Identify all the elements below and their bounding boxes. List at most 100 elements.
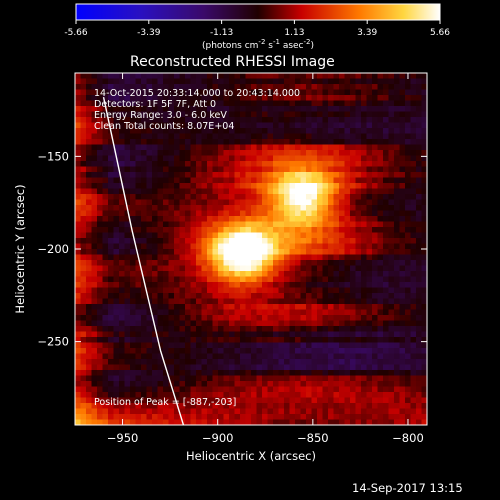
- heatmap-cell: [388, 282, 395, 289]
- heatmap-cell: [339, 205, 346, 212]
- heatmap-cell: [108, 287, 115, 294]
- heatmap-cell: [130, 254, 137, 261]
- heatmap-cell: [388, 353, 395, 360]
- heatmap-cell: [284, 403, 291, 410]
- heatmap-cell: [251, 403, 258, 410]
- heatmap-cell: [306, 403, 313, 410]
- heatmap-cell: [251, 337, 258, 344]
- heatmap-cell: [284, 249, 291, 256]
- heatmap-cell: [361, 73, 368, 80]
- energy-range-info: Energy Range: 3.0 - 6.0 keV: [94, 110, 227, 121]
- heatmap-cell: [377, 177, 384, 184]
- heatmap-cell: [201, 139, 208, 146]
- heatmap-cell: [273, 232, 280, 239]
- heatmap-cell: [372, 243, 379, 250]
- heatmap-cell: [328, 353, 335, 360]
- heatmap-cell: [229, 128, 236, 135]
- heatmap-cell: [333, 128, 340, 135]
- heatmap-cell: [339, 161, 346, 168]
- heatmap-cell: [135, 122, 142, 129]
- heatmap-cell: [267, 73, 274, 80]
- heatmap-cell: [295, 392, 302, 399]
- heatmap-cell: [240, 397, 247, 404]
- heatmap-cell: [86, 227, 93, 234]
- heatmap-cell: [86, 397, 93, 404]
- heatmap-cell: [157, 381, 164, 388]
- heatmap-cell: [361, 381, 368, 388]
- heatmap-cell: [218, 386, 225, 393]
- colorbar-tick-label: -5.66: [64, 28, 88, 38]
- heatmap-cell: [157, 287, 164, 294]
- heatmap-cell: [372, 364, 379, 371]
- heatmap-cell: [185, 166, 192, 173]
- heatmap-cell: [218, 122, 225, 129]
- heatmap-cell: [328, 370, 335, 377]
- heatmap-cell: [223, 260, 230, 267]
- heatmap-cell: [344, 243, 351, 250]
- heatmap-cell: [284, 359, 291, 366]
- heatmap-cell: [388, 216, 395, 223]
- heatmap-cell: [284, 326, 291, 333]
- heatmap-cell: [317, 348, 324, 355]
- heatmap-cell: [388, 100, 395, 107]
- heatmap-cell: [416, 227, 423, 234]
- heatmap-cell: [234, 282, 241, 289]
- heatmap-cell: [119, 128, 126, 135]
- heatmap-cell: [174, 177, 181, 184]
- heatmap-cell: [152, 155, 159, 162]
- heatmap-cell: [97, 249, 104, 256]
- heatmap-cell: [416, 172, 423, 179]
- heatmap-cell: [311, 293, 318, 300]
- heatmap-cell: [218, 128, 225, 135]
- heatmap-cell: [328, 276, 335, 283]
- heatmap-cell: [300, 122, 307, 129]
- heatmap-cell: [207, 315, 214, 322]
- heatmap-cell: [80, 150, 87, 157]
- heatmap-cell: [102, 326, 109, 333]
- heatmap-cell: [113, 337, 120, 344]
- heatmap-cell: [366, 166, 373, 173]
- heatmap-cell: [273, 210, 280, 217]
- heatmap-cell: [152, 227, 159, 234]
- heatmap-cell: [152, 419, 159, 425]
- heatmap-cell: [141, 243, 148, 250]
- heatmap-cell: [190, 139, 197, 146]
- heatmap-cell: [416, 326, 423, 333]
- heatmap-cell: [399, 188, 406, 195]
- heatmap-cell: [190, 348, 197, 355]
- heatmap-cell: [86, 150, 93, 157]
- heatmap-cell: [284, 177, 291, 184]
- heatmap-cell: [190, 337, 197, 344]
- heatmap-cell: [273, 414, 280, 421]
- heatmap-cell: [361, 397, 368, 404]
- heatmap-cell: [80, 122, 87, 129]
- heatmap-cell: [366, 188, 373, 195]
- heatmap-cell: [91, 210, 98, 217]
- heatmap-cell: [295, 183, 302, 190]
- heatmap-cell: [372, 210, 379, 217]
- heatmap-cell: [245, 265, 252, 272]
- heatmap-cell: [113, 386, 120, 393]
- heatmap-cell: [361, 337, 368, 344]
- heatmap-cell: [333, 210, 340, 217]
- heatmap-cell: [278, 232, 285, 239]
- heatmap-cell: [366, 265, 373, 272]
- heatmap-cell: [190, 89, 197, 96]
- heatmap-cell: [388, 78, 395, 85]
- heatmap-cell: [394, 342, 401, 349]
- heatmap-cell: [251, 353, 258, 360]
- heatmap-cell: [124, 155, 131, 162]
- heatmap-cell: [201, 128, 208, 135]
- heatmap-cell: [394, 128, 401, 135]
- heatmap-cell: [311, 183, 318, 190]
- heatmap-cell: [416, 414, 423, 421]
- heatmap-cell: [416, 89, 423, 96]
- heatmap-cell: [234, 414, 241, 421]
- heatmap-cell: [289, 133, 296, 140]
- heatmap-cell: [124, 166, 131, 173]
- heatmap-cell: [322, 89, 329, 96]
- heatmap-cell: [97, 254, 104, 261]
- heatmap-cell: [421, 216, 427, 223]
- heatmap-cell: [295, 95, 302, 102]
- heatmap-cell: [421, 304, 427, 311]
